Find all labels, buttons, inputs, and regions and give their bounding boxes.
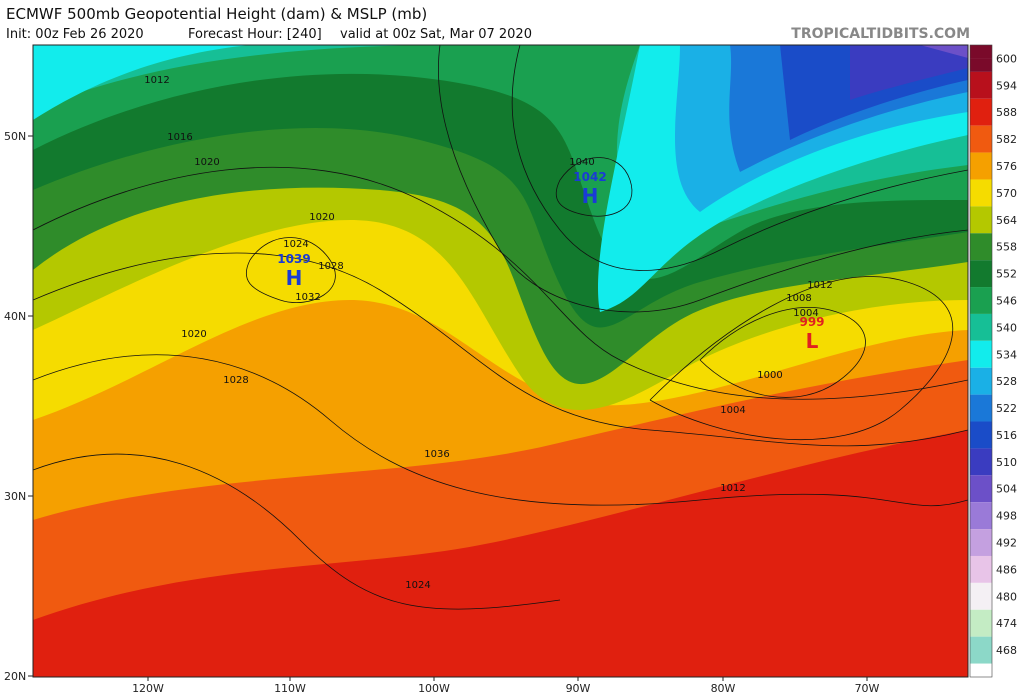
colorbar-label: 540 xyxy=(996,321,1017,334)
colorbar-label: 594 xyxy=(996,79,1017,92)
isobars xyxy=(33,45,968,610)
colorbar-cell xyxy=(970,58,992,72)
longitude-label: 120W xyxy=(132,682,164,695)
colorbar-cell xyxy=(970,421,992,449)
contour-label: 1024 xyxy=(405,580,430,591)
contour-label: 1032 xyxy=(295,292,320,303)
longitude-label: 70W xyxy=(855,682,880,695)
colorbar-label: 552 xyxy=(996,268,1017,281)
contour-label: 1000 xyxy=(757,370,782,381)
contour-label: 1028 xyxy=(318,261,343,272)
height-band xyxy=(920,45,968,58)
colorbar-label: 486 xyxy=(996,563,1017,576)
pressure-value: 999 xyxy=(799,315,824,329)
colorbar-cell xyxy=(970,98,992,126)
colorbar-label: 558 xyxy=(996,241,1017,254)
colorbar-cell xyxy=(970,609,992,637)
colorbar-cell xyxy=(970,125,992,153)
contour-label: 1028 xyxy=(223,375,248,386)
contour-label: 1008 xyxy=(786,293,811,304)
colorbar-cell xyxy=(970,71,992,99)
contour-label: 1020 xyxy=(181,329,206,340)
contour-label: 1012 xyxy=(144,75,169,86)
colorbar-label: 510 xyxy=(996,456,1017,469)
colorbar-cell xyxy=(970,448,992,476)
colorbar-cell xyxy=(970,555,992,583)
colorbar-label: 522 xyxy=(996,402,1017,415)
pressure-value: 1042 xyxy=(573,170,606,184)
colorbar-cell xyxy=(970,179,992,207)
longitude-label: 80W xyxy=(711,682,736,695)
forecast-hour: Forecast Hour: [240] xyxy=(188,27,322,42)
pressure-letter: H xyxy=(582,184,599,208)
contour-label: 1004 xyxy=(793,308,818,319)
longitude-label: 110W xyxy=(274,682,306,695)
colorbar-cell xyxy=(970,260,992,288)
contour-label: 1004 xyxy=(720,405,745,416)
colorbar-cell xyxy=(970,152,992,180)
contour-label: 1016 xyxy=(167,132,192,143)
colorbar-cell xyxy=(970,206,992,234)
pressure-letter: L xyxy=(806,329,819,353)
colorbar-label: 564 xyxy=(996,214,1017,227)
colorbar-cell xyxy=(970,582,992,610)
colorbar-label: 546 xyxy=(996,294,1017,307)
height-band xyxy=(33,45,250,120)
init-time: Init: 00z Feb 26 2020 xyxy=(6,27,144,42)
colorbar-cell xyxy=(970,367,992,395)
colorbar-label: 474 xyxy=(996,617,1017,630)
colorbar-cell xyxy=(970,636,992,664)
colorbar-label: 468 xyxy=(996,644,1017,657)
colorbar-cell xyxy=(970,287,992,314)
latitude-label: 30N xyxy=(4,490,26,503)
colorbar-label: 480 xyxy=(996,590,1017,603)
contour-label: 1012 xyxy=(807,280,832,291)
contour-label: 1012 xyxy=(720,483,745,494)
height-field xyxy=(33,45,968,677)
height-band xyxy=(850,45,968,100)
colorbar-label: 516 xyxy=(996,429,1017,442)
contour-label: 1040 xyxy=(569,157,594,168)
latitude-label: 50N xyxy=(4,130,26,143)
colorbar-cell xyxy=(970,529,992,556)
colorbar-label: 528 xyxy=(996,375,1017,388)
colorbar-cell xyxy=(970,475,992,503)
latitude-label: 40N xyxy=(4,310,26,323)
colorbar-cap xyxy=(970,45,992,59)
pressure-letter: H xyxy=(286,266,303,290)
longitude-label: 100W xyxy=(418,682,450,695)
map-frame xyxy=(32,44,969,678)
colorbar-label: 582 xyxy=(996,133,1017,146)
colorbar-label: 588 xyxy=(996,106,1017,119)
colorbar-cell xyxy=(970,233,992,261)
colorbar-label: 600 xyxy=(996,52,1017,65)
colorbar-label: 504 xyxy=(996,483,1017,496)
credit: TROPICALTIDBITS.COM xyxy=(791,26,970,42)
latitude-label: 20N xyxy=(4,670,26,683)
contour-label: 1024 xyxy=(283,239,308,250)
contour-label: 1036 xyxy=(424,449,449,460)
colorbar-cell xyxy=(970,502,992,530)
colorbar-label: 498 xyxy=(996,510,1017,523)
colorbar-cell xyxy=(970,340,992,368)
colorbar-label: 576 xyxy=(996,160,1017,173)
pressure-value: 1039 xyxy=(277,252,310,266)
contour-label: 1020 xyxy=(309,212,334,223)
colorbar-cell xyxy=(970,394,992,422)
colorbar-cell xyxy=(970,313,992,341)
longitude-label: 90W xyxy=(566,682,591,695)
contour-label: 1020 xyxy=(194,157,219,168)
colorbar-label: 492 xyxy=(996,537,1017,550)
colorbar-label: 534 xyxy=(996,348,1017,361)
colorbar-label: 570 xyxy=(996,187,1017,200)
colorbar-frame xyxy=(969,44,993,678)
title: ECMWF 500mb Geopotential Height (dam) & … xyxy=(6,5,427,23)
valid-time: valid at 00z Sat, Mar 07 2020 xyxy=(340,27,532,42)
